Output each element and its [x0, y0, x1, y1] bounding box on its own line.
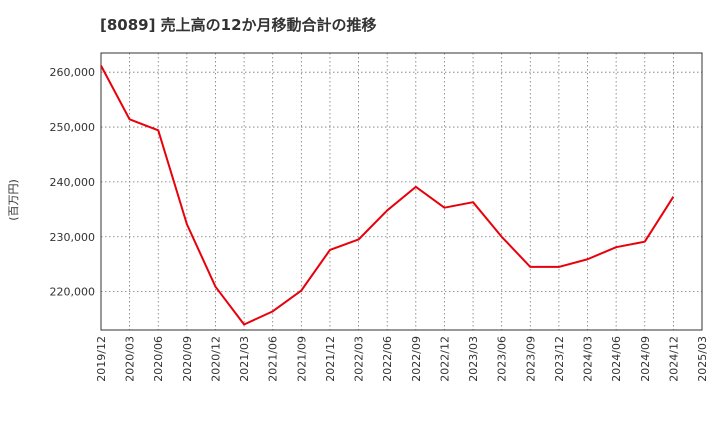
x-tick-label: 2023/03 — [467, 336, 480, 382]
x-tick-label: 2022/06 — [381, 336, 394, 382]
y-tick-label: 260,000 — [50, 66, 96, 79]
x-tick-label: 2024/06 — [610, 336, 623, 382]
y-tick-label: 220,000 — [50, 286, 96, 299]
y-tick-label: 240,000 — [50, 176, 96, 189]
plot-area — [100, 52, 703, 331]
x-tick-label: 2024/12 — [667, 336, 680, 382]
chart-title: [8089] 売上高の12か月移動合計の推移 — [100, 16, 377, 34]
y-axis-label: (百万円) — [7, 179, 20, 221]
x-tick-label: 2023/09 — [524, 336, 537, 382]
x-tick-label: 2022/12 — [438, 336, 451, 382]
x-tick-label: 2022/09 — [410, 336, 423, 382]
x-tick-label: 2021/09 — [295, 336, 308, 382]
x-tick-label: 2022/03 — [353, 336, 366, 382]
grid-lines — [101, 52, 702, 330]
x-tick-label: 2020/06 — [152, 336, 165, 382]
x-tick-label: 2024/09 — [639, 336, 652, 382]
x-tick-label: 2023/12 — [553, 336, 566, 382]
series-line — [100, 65, 675, 326]
x-tick-label: 2021/03 — [238, 336, 251, 382]
x-tick-label: 2021/12 — [324, 336, 337, 382]
x-tick-label: 2020/09 — [181, 336, 194, 382]
x-tick-label: 2025/03 — [696, 336, 709, 382]
x-tick-label: 2021/06 — [267, 336, 280, 382]
y-tick-label: 230,000 — [50, 231, 96, 244]
x-tick-label: 2023/06 — [496, 336, 509, 382]
x-tick-label: 2020/12 — [209, 336, 222, 382]
x-tick-label: 2024/03 — [582, 336, 595, 382]
y-axis-ticks: 220,000 230,000 240,000 250,000 260,000 — [50, 66, 96, 298]
y-tick-label: 250,000 — [50, 121, 96, 134]
x-tick-label: 2019/12 — [95, 336, 108, 382]
x-axis-ticks: 2019/12 2020/03 2020/06 2020/09 2020/12 2021/… — [95, 336, 709, 382]
x-tick-label: 2020/03 — [124, 336, 137, 382]
